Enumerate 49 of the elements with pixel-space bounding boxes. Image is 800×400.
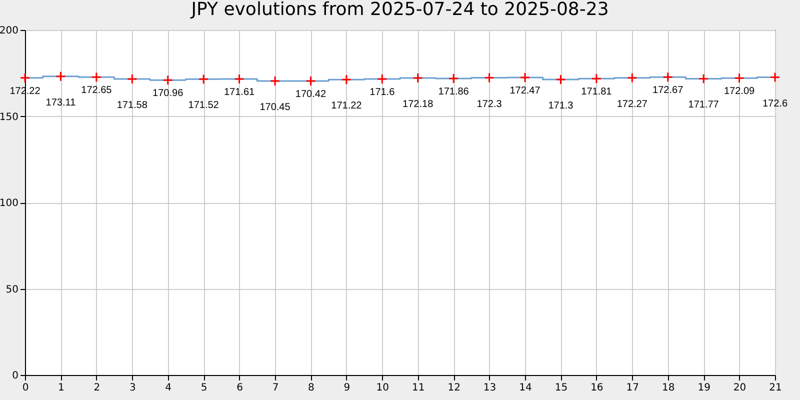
data-label: 171.6 [370, 86, 396, 98]
data-label: 171.3 [548, 100, 574, 112]
x-tick-label: 12 [448, 382, 460, 394]
data-label: 172.47 [510, 85, 541, 96]
data-label: 171.52 [188, 100, 220, 112]
data-label: 172.27 [616, 98, 648, 110]
x-tick-label: 19 [698, 382, 710, 394]
x-tick-label: 0 [22, 382, 29, 394]
x-tick-label: 21 [769, 382, 782, 394]
data-label: 173.11 [46, 97, 76, 108]
data-label: 170.42 [295, 89, 326, 100]
x-tick-label: 11 [412, 382, 425, 394]
x-tick-label: 7 [272, 382, 279, 394]
data-label: 172.3 [476, 98, 502, 110]
data-label: 172.67 [652, 85, 684, 96]
x-tick-label: 1 [58, 382, 64, 394]
data-label: 172.6 [762, 98, 788, 110]
y-tick-label: 100 [0, 198, 18, 209]
data-label: 171.81 [581, 86, 612, 98]
x-tick-label: 17 [626, 382, 640, 394]
data-label: 172.18 [402, 98, 434, 110]
x-tick-label: 18 [662, 382, 675, 394]
data-label: 171.22 [331, 100, 362, 112]
x-tick-label: 20 [733, 382, 746, 394]
y-tick-label: 200 [0, 26, 18, 36]
data-label: 171.61 [224, 86, 256, 98]
x-tick-label: 4 [165, 382, 172, 394]
x-tick-label: 9 [344, 382, 350, 394]
data-label: 172.65 [81, 85, 112, 96]
data-label: 171.58 [116, 100, 148, 112]
x-tick-label: 3 [129, 382, 136, 394]
data-label: 171.86 [438, 86, 470, 98]
x-tick-label: 8 [308, 382, 314, 394]
x-tick-label: 16 [590, 382, 604, 394]
x-tick-label: 14 [519, 382, 532, 394]
x-tick-label: 10 [376, 382, 390, 394]
data-label: 172.09 [724, 86, 756, 98]
x-tick-label: 6 [236, 382, 243, 394]
x-tick-label: 13 [483, 382, 496, 394]
data-label: 170.45 [260, 102, 291, 113]
data-label: 170.96 [152, 88, 184, 100]
y-tick-label: 150 [0, 112, 18, 123]
x-tick-label: 15 [554, 382, 568, 394]
chart-title: JPY evolutions from 2025-07-24 to 2025-08-23 [190, 0, 609, 20]
x-tick-label: 2 [94, 382, 100, 394]
x-tick-label: 5 [200, 382, 208, 394]
data-label: 171.77 [688, 100, 720, 111]
y-tick-label: 50 [6, 284, 18, 296]
y-tick-label: 0 [12, 370, 18, 382]
